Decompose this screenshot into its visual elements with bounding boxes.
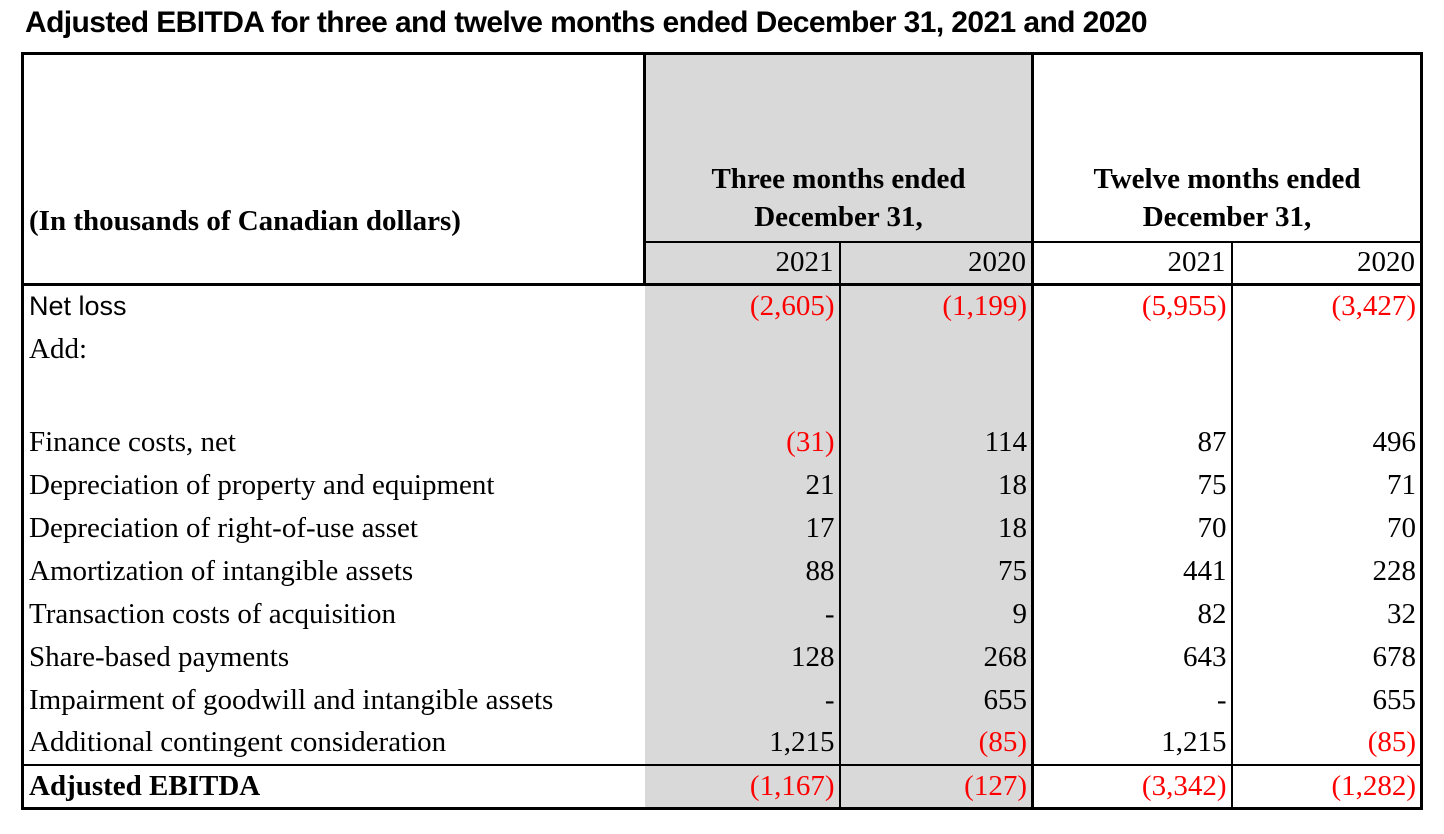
cell-value: 82 xyxy=(1031,592,1232,636)
cell-value: (2,605) xyxy=(644,284,840,328)
cell-value: (127) xyxy=(838,763,1033,809)
cell-value xyxy=(644,370,840,421)
table-row: Depreciation of property and equipment 21… xyxy=(23,463,1422,507)
cell-value: 17 xyxy=(644,506,840,550)
cell-value: 1,215 xyxy=(1031,721,1232,765)
cell-value: 88 xyxy=(644,549,840,593)
spacer-row xyxy=(23,370,1422,421)
row-label: Add: xyxy=(29,332,87,365)
cell-value: (85) xyxy=(1230,721,1422,765)
row-label: Share-based payments xyxy=(29,640,290,673)
table-row: Share-based payments 128 268 643 678 xyxy=(23,635,1422,679)
cell-value: 114 xyxy=(838,420,1033,464)
cell-value xyxy=(1230,370,1422,421)
total-row: Adjusted EBITDA (1,167) (127) (3,342) (1… xyxy=(22,763,1422,809)
cell-value: 70 xyxy=(1230,506,1422,550)
year-header-12mo-2021: 2021 xyxy=(1031,240,1232,286)
table-row: Impairment of goodwill and intangible as… xyxy=(23,678,1422,722)
cell-value: 655 xyxy=(1230,678,1422,722)
cell-value xyxy=(1230,327,1422,371)
cell-value: (31) xyxy=(644,420,840,464)
cell-value: 441 xyxy=(1031,549,1232,593)
table-row: Add: xyxy=(23,327,1422,371)
cell-value: (5,955) xyxy=(1031,284,1232,328)
cell-value: 32 xyxy=(1230,592,1422,636)
cell-value: 678 xyxy=(1230,635,1422,679)
cell-value: - xyxy=(644,592,840,636)
col-group-twelve-months: Twelve months ended December 31, xyxy=(1030,53,1422,242)
cell-value: 643 xyxy=(1031,635,1232,679)
cell-value xyxy=(1031,370,1232,421)
cell-value: 21 xyxy=(644,463,840,507)
table-footer: Adjusted EBITDA (1,167) (127) (3,342) (1… xyxy=(22,763,1422,809)
row-label: Depreciation of property and equipment xyxy=(29,468,495,501)
cell-value: - xyxy=(1031,678,1232,722)
table-header: (In thousands of Canadian dollars) Three… xyxy=(22,53,1422,286)
table-row: Net loss (2,605) (1,199) (5,955) (3,427) xyxy=(23,284,1422,328)
cell-value: (1,199) xyxy=(838,284,1033,328)
cell-value: 18 xyxy=(838,463,1033,507)
cell-value xyxy=(838,370,1033,421)
cell-value: - xyxy=(644,678,840,722)
cell-value: (3,427) xyxy=(1230,284,1422,328)
cell-value xyxy=(1031,327,1232,371)
year-header-12mo-2020: 2020 xyxy=(1230,240,1422,286)
cell-value: 75 xyxy=(838,549,1033,593)
col-group-three-months: Three months ended December 31, xyxy=(644,53,1033,242)
cell-value: 128 xyxy=(644,635,840,679)
row-label: Impairment of goodwill and intangible as… xyxy=(29,683,554,716)
row-label: Net loss xyxy=(29,291,127,322)
cell-value: 9 xyxy=(838,592,1033,636)
cell-value: 87 xyxy=(1031,420,1232,464)
row-label: Depreciation of right-of-use asset xyxy=(29,511,418,544)
cell-value: 496 xyxy=(1230,420,1422,464)
cell-value: (1,167) xyxy=(644,763,840,809)
row-label: Transaction costs of acquisition xyxy=(29,597,397,630)
table-row: Amortization of intangible assets 88 75 441… xyxy=(23,549,1422,593)
table-row: Finance costs, net (31) 114 87 496 xyxy=(23,420,1422,464)
financial-table: (In thousands of Canadian dollars) Three… xyxy=(21,52,1424,810)
row-label: Finance costs, net xyxy=(29,425,236,458)
cell-value: (1,282) xyxy=(1230,763,1422,809)
cell-value: (85) xyxy=(838,721,1033,765)
cell-value: 268 xyxy=(838,635,1033,679)
year-header-3mo-2021: 2021 xyxy=(644,240,840,286)
table-row: Transaction costs of acquisition -9 82 32 xyxy=(23,592,1422,636)
row-label: Amortization of intangible assets xyxy=(29,554,414,587)
year-header-3mo-2020: 2020 xyxy=(838,240,1033,286)
cell-value: 75 xyxy=(1031,463,1232,507)
row-label: Additional contingent consideration xyxy=(29,726,447,758)
table-row: Depreciation of right-of-use asset 17 18 70… xyxy=(23,506,1422,550)
year-header-row: 2021 2020 2021 2020 xyxy=(23,240,1422,286)
row-label xyxy=(23,371,645,421)
cell-value: 655 xyxy=(838,678,1033,722)
cell-value: 70 xyxy=(1031,506,1232,550)
table-body: Net loss (2,605) (1,199) (5,955) (3,427) Add:… xyxy=(23,284,1422,765)
cell-value xyxy=(838,327,1033,371)
cell-value xyxy=(644,327,840,371)
cell-value: (3,342) xyxy=(1031,763,1232,809)
cell-value: 1,215 xyxy=(644,721,840,765)
corner-label: (In thousands of Canadian dollars) xyxy=(22,53,646,286)
page-title: Adjusted EBITDA for three and twelve mon… xyxy=(25,6,1148,39)
row-label: Adjusted EBITDA xyxy=(22,763,645,809)
group-header-row: (In thousands of Canadian dollars) Three… xyxy=(22,53,1422,286)
cell-value: 71 xyxy=(1230,463,1422,507)
cell-value: 18 xyxy=(838,506,1033,550)
table-row: Additional contingent consideration 1,215… xyxy=(23,721,1422,765)
cell-value: 228 xyxy=(1230,549,1422,593)
